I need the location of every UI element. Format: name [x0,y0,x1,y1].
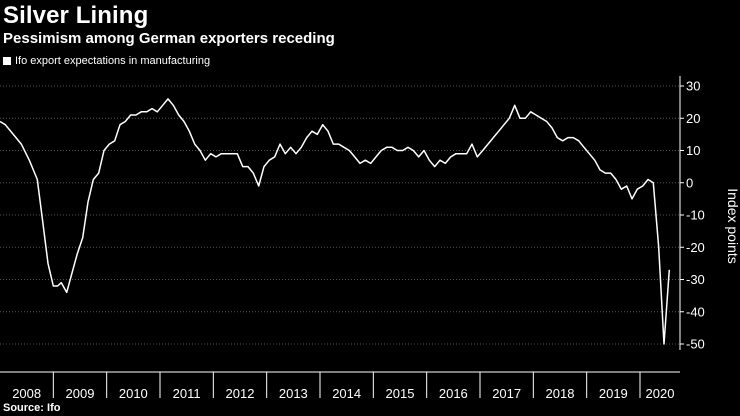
x-tick-label: 2013 [279,386,308,401]
y-axis-label: Index points [725,188,740,264]
x-tick-label: 2016 [439,386,468,401]
y-tick-label: -20 [686,240,705,255]
series-line [0,98,671,345]
x-axis: 2008 2009 2010 2011 2012 2013 2014 2015 2016 2017… [0,371,680,401]
x-tick-label: 2009 [66,386,95,401]
x-tick-label: 2019 [599,386,628,401]
x-tick-label: 2017 [492,386,521,401]
y-tick-label: -50 [686,337,705,352]
grid-layer [0,85,680,345]
chart-subtitle: Pessimism among German exporters recedin… [3,30,335,47]
x-tick-label: 2020 [646,386,675,401]
y-tick-label: -30 [686,272,705,287]
x-tick-label: 2018 [546,386,575,401]
legend-swatch [3,57,11,65]
chart-title: Silver Lining [3,2,149,29]
x-tick-label: 2015 [386,386,415,401]
source-note: Source: Ifo [3,402,61,414]
legend-label: Ifo export expectations in manufacturing [15,55,211,67]
y-tick-label: 30 [686,79,700,94]
x-tick-label: 2010 [119,386,148,401]
x-tick-label: 2008 [12,386,41,401]
y-tick-label: 10 [686,143,700,158]
y-tick-label: -40 [686,304,705,319]
series-layer [0,98,671,345]
y-axis: 30 20 10 0 -10 -20 -30 -40 -50 [679,76,705,352]
y-tick-label: -10 [686,208,705,223]
x-tick-label: 2011 [173,386,201,401]
x-tick-label: 2012 [226,386,255,401]
y-tick-label: 0 [686,175,693,190]
y-tick-label: 20 [686,111,700,126]
legend: Ifo export expectations in manufacturing [3,55,210,67]
x-tick-label: 2014 [332,386,361,401]
